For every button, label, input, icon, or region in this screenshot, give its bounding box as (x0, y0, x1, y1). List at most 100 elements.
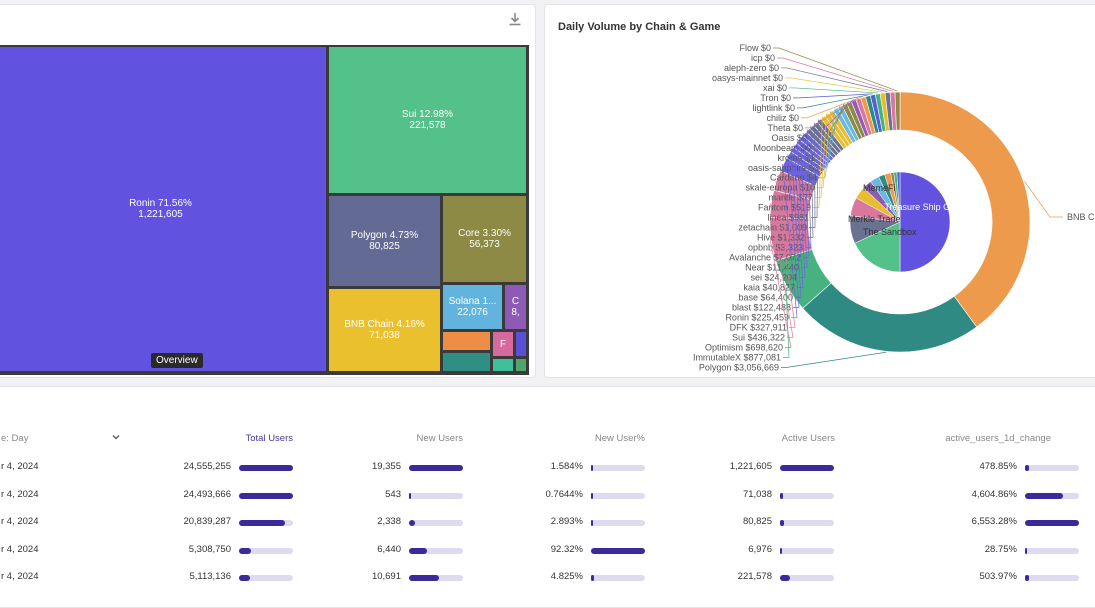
treemap-tile-polygon[interactable]: Polygon 4.73% 80,825 (329, 196, 440, 286)
bar-fill-active (780, 547, 782, 554)
table-row[interactable]: r 4, 2024 20,839,287 2,338 2.893% 80,825 6,55… (0, 516, 1095, 530)
bar-change (1025, 575, 1079, 581)
cell-date: r 4, 2024 (1, 488, 39, 500)
bar-fill-new (409, 465, 463, 471)
cell-active: 6,976 (748, 543, 772, 555)
bar-new (409, 465, 463, 471)
bar-fill-new (409, 575, 439, 581)
bar-pct (591, 520, 645, 526)
data-table: e: Day Total Users New Users New User% A… (0, 386, 1095, 608)
slice-label: Optimism $698,620 (705, 342, 783, 352)
treemap-tile-teal[interactable] (443, 353, 490, 371)
bar-new (409, 575, 463, 581)
tile-label: BNB Chain 4.16% (344, 319, 425, 330)
bar-fill-total (239, 465, 293, 471)
slice-label: opbnb $3,323 (748, 243, 803, 253)
donut-slice-bnb-chain[interactable] (899, 91, 1031, 328)
tile-label: C (511, 296, 520, 307)
treemap-tile-blue-small[interactable] (516, 332, 526, 356)
cell-pct: 0.7644% (545, 488, 583, 500)
cell-new: 10,691 (371, 571, 401, 582)
inner-slice[interactable] (899, 171, 951, 273)
treemap-tile-c[interactable]: C 8, (505, 285, 526, 329)
treemap-tile-core[interactable]: Core 3.30% 56,373 (443, 196, 526, 282)
chevron-down-icon[interactable] (112, 433, 120, 441)
slice-label: Avalanche $7,072 (729, 253, 801, 263)
inner-label: The Sandbox (863, 227, 917, 237)
bar-fill-new (409, 547, 427, 554)
bar-fill-active (780, 520, 784, 526)
overview-tooltip: Overview (151, 353, 203, 368)
donut-chart: Footprint AnalyticsMemeFiTreasure Ship G… (693, 43, 1095, 372)
treemap-tile-solana[interactable]: Solana 1... 22,076 (443, 285, 502, 329)
column-header-day[interactable]: e: Day (1, 433, 28, 444)
treemap-tile-green-small[interactable] (516, 359, 526, 371)
bar-fill-change (1025, 465, 1029, 471)
tile-value: 221,578 (409, 120, 446, 131)
cell-pct: 4.825% (550, 571, 583, 582)
tile-label: F (499, 338, 507, 350)
table-row[interactable]: r 4, 2024 5,113,136 10,691 4.825% 221,578 503… (0, 571, 1095, 585)
tile-label: Ronin 71.56% (129, 198, 192, 209)
tile-label: Core 3.30% (458, 228, 511, 239)
treemap-tile-bnb-chain[interactable]: BNB Chain 4.16% 71,038 (329, 289, 440, 371)
column-header-active-users-change[interactable]: active_users_1d_change (945, 433, 1051, 444)
slice-label: blast $122,488 (732, 302, 791, 312)
leader-line (793, 144, 804, 288)
bar-fill-change (1025, 547, 1027, 554)
slice-label: Flow $0 (739, 43, 771, 53)
leader-line (793, 93, 873, 99)
treemap-tile-teal-small[interactable] (493, 359, 513, 371)
donut-slice-flow[interactable] (894, 91, 901, 131)
cell-pct: 1.584% (550, 461, 583, 472)
tile-label: Polygon 4.73% (350, 230, 419, 241)
column-header-new-users[interactable]: New Users (416, 433, 463, 444)
slice-label: sei $24,204 (750, 273, 797, 283)
treemap-tile-orange[interactable] (443, 332, 490, 350)
inner-slice[interactable] (896, 171, 901, 223)
leader-line (777, 57, 893, 92)
leader-line (809, 122, 816, 228)
bar-change (1025, 520, 1079, 526)
table-row[interactable]: r 4, 2024 5,308,750 6,440 92.32% 6,976 28.75% (0, 544, 1095, 558)
leader-line (803, 133, 810, 258)
tile-value: 1,221,605 (138, 209, 183, 220)
leader-line (817, 103, 845, 159)
bar-fill-pct (591, 465, 593, 471)
bar-fill-change (1025, 492, 1063, 499)
leader-line (800, 136, 808, 268)
slice-label: zetachain $1,009 (738, 223, 807, 233)
column-header-new-user-pct[interactable]: New User% (594, 433, 645, 444)
leader-line (811, 119, 819, 219)
column-header-total-users[interactable]: Total Users (245, 433, 293, 444)
bar-pct (591, 492, 645, 499)
treemap-tile-f[interactable]: F (493, 332, 513, 356)
treemap-card: Ronin 71.56% 1,221,605 Sui 12.98% 221,57… (0, 4, 536, 378)
treemap-tile-sui[interactable]: Sui 12.98% 221,578 (329, 47, 526, 193)
tile-value: 80,825 (369, 241, 400, 252)
tile-label: Sui 12.98% (401, 109, 454, 120)
leader-line (790, 148, 802, 298)
slice-label: Hive $1,332 (757, 233, 805, 243)
slice-label: Ronin $225,459 (725, 312, 789, 322)
cell-date: r 4, 2024 (1, 461, 39, 472)
tile-value: 71,038 (369, 330, 400, 341)
download-icon[interactable] (507, 11, 523, 27)
slice-label: xai $0 (763, 83, 787, 93)
treemap-tile-ronin[interactable]: Ronin 71.56% 1,221,605 (0, 47, 326, 371)
table-row[interactable]: r 4, 2024 24,493,666 543 0.7644% 71,038 4,604… (0, 489, 1095, 503)
cell-new: 543 (385, 488, 401, 500)
bar-fill-active (780, 465, 834, 471)
bar-pct (591, 575, 645, 581)
slice-label: kaia $40,827 (743, 283, 795, 293)
table-row[interactable]: r 4, 2024 24,555,255 19,355 1.584% 1,221,605… (0, 461, 1095, 475)
cell-change: 4,604.86% (971, 488, 1017, 500)
column-header-active-users[interactable]: Active Users (781, 433, 835, 444)
cell-change: 28.75% (984, 543, 1017, 555)
inner-slice[interactable] (854, 221, 901, 273)
slice-label: lightlink $0 (752, 103, 795, 113)
bar-fill-pct (591, 575, 594, 581)
treemap-chart: Ronin 71.56% 1,221,605 Sui 12.98% 221,57… (0, 45, 529, 375)
leader-line (801, 96, 863, 119)
cell-new: 19,355 (371, 461, 401, 472)
